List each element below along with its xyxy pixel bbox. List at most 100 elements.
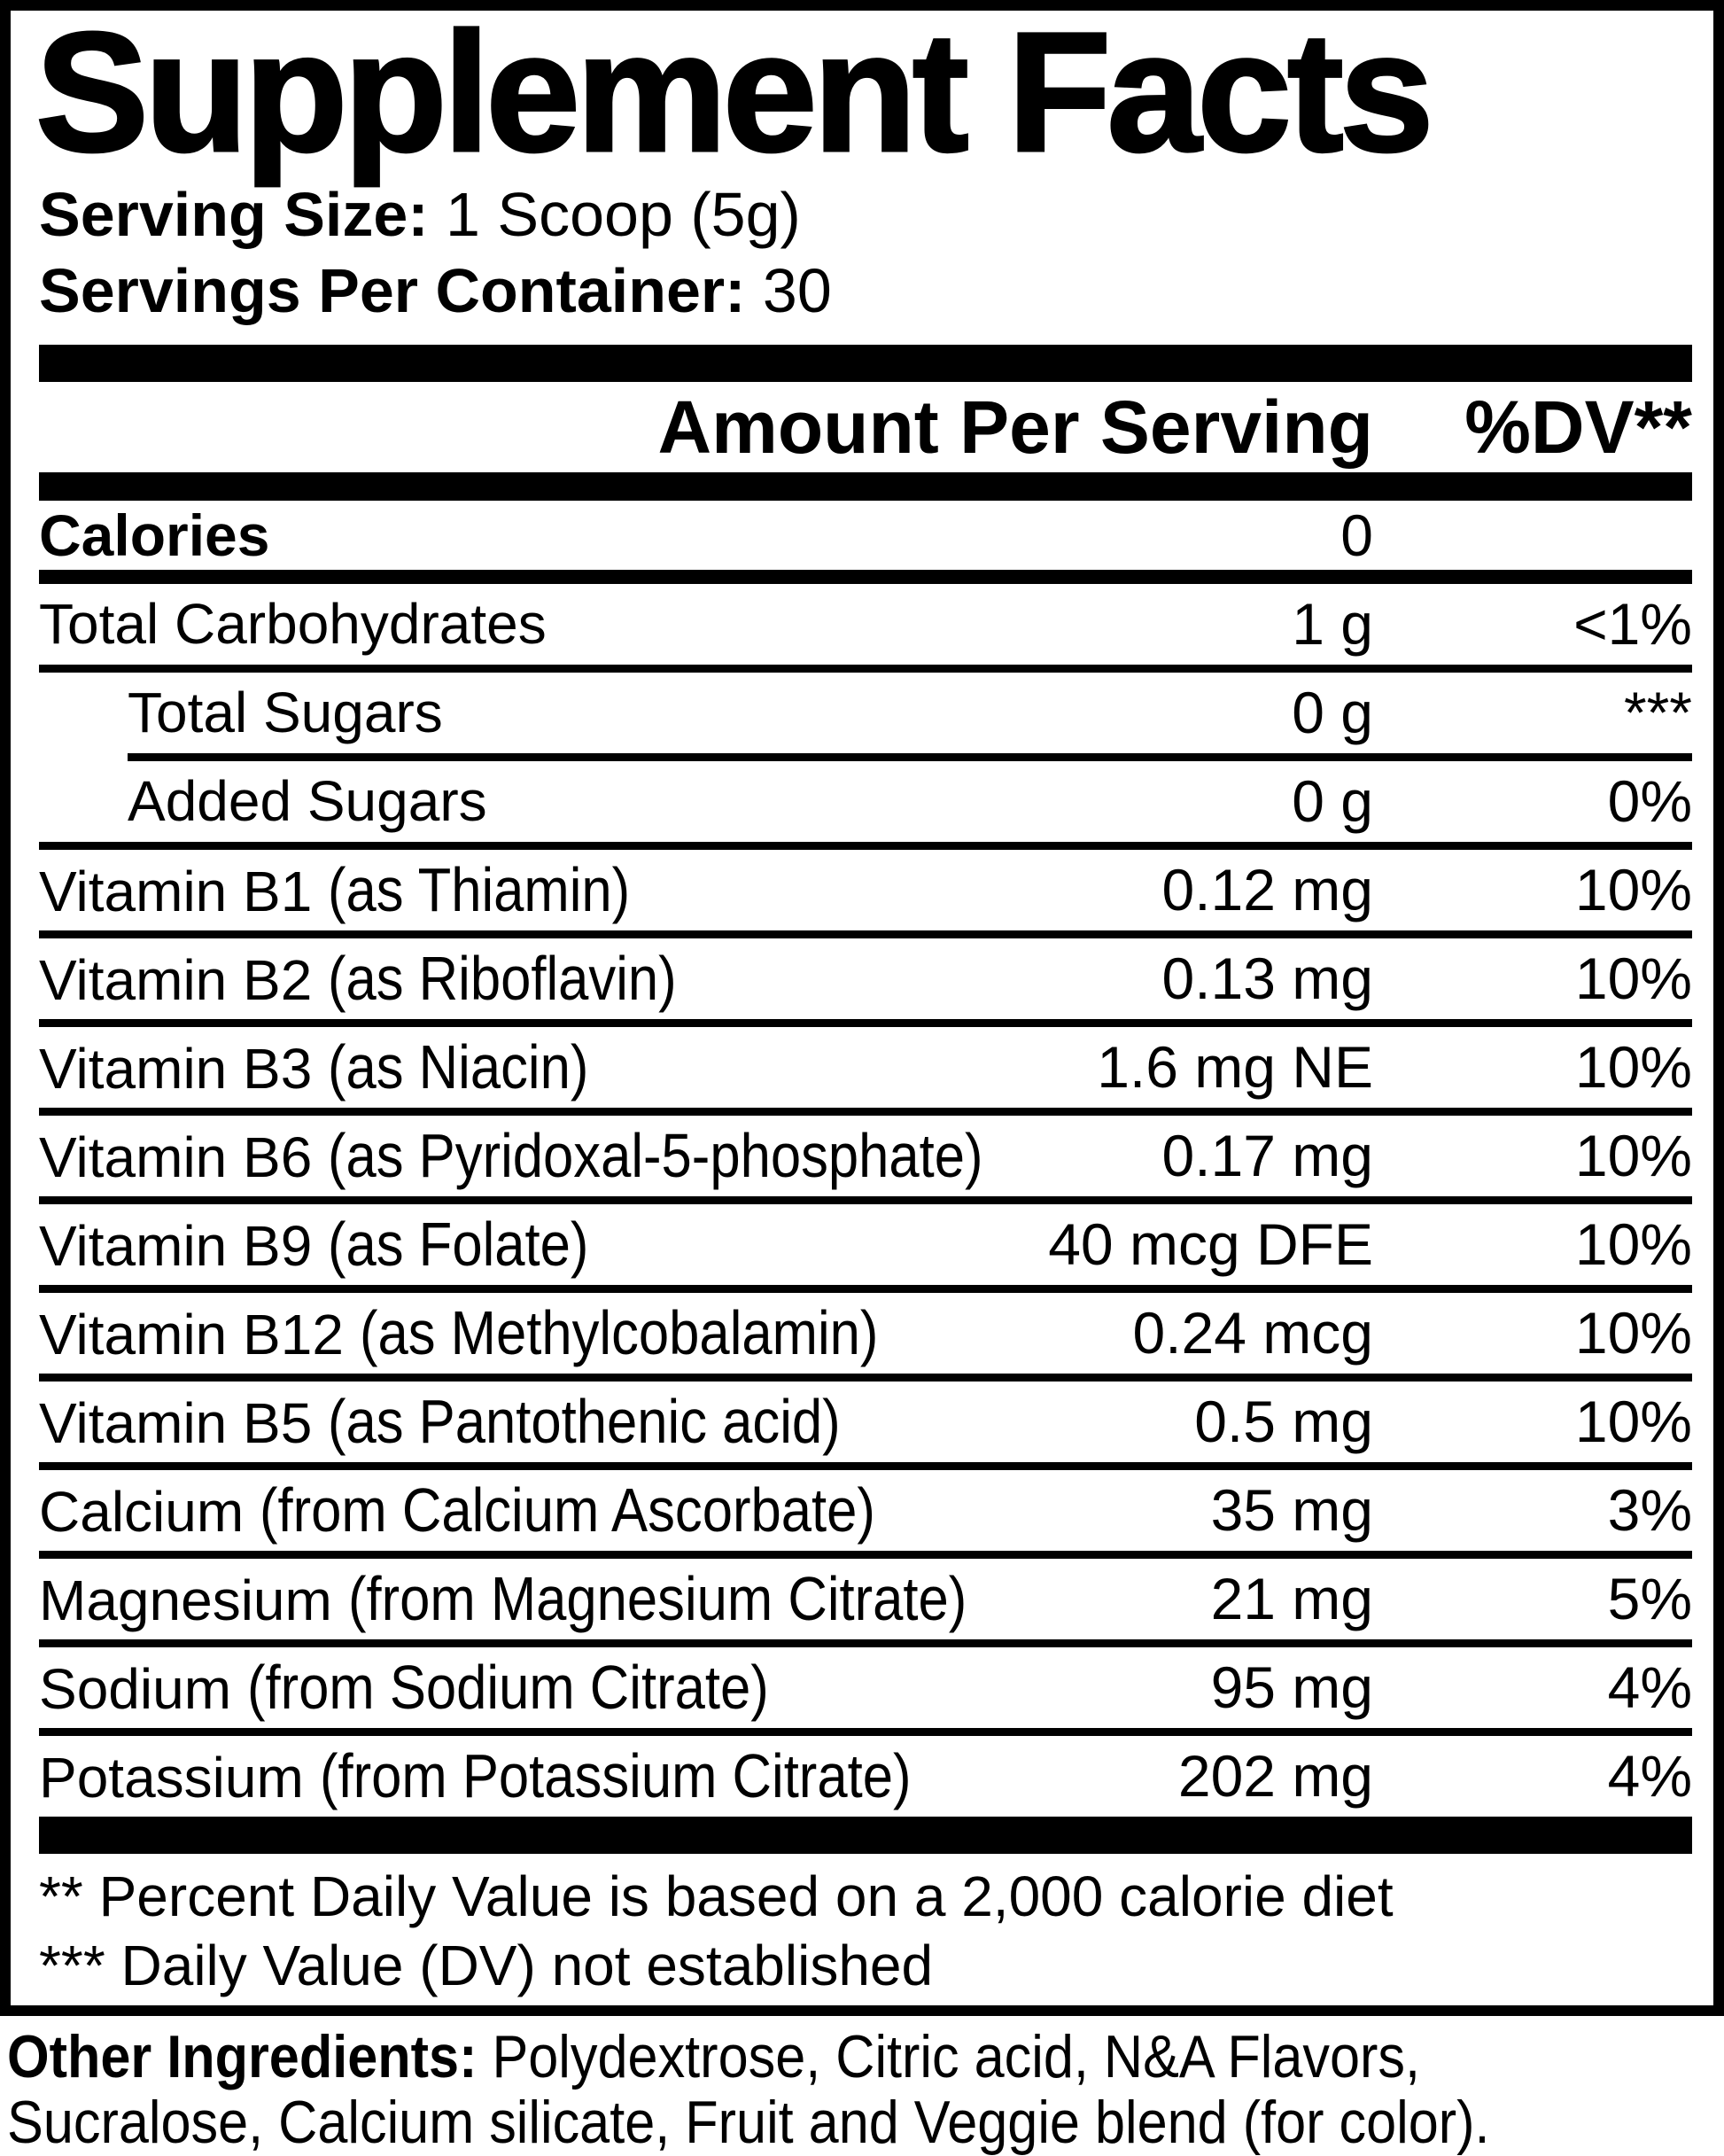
nutrient-name: Vitamin B1 bbox=[39, 860, 313, 924]
nutrient-name: Calories bbox=[39, 502, 270, 568]
nutrient-source-detail: (as Riboflavin) bbox=[328, 944, 678, 1014]
row-divider bbox=[39, 664, 1692, 673]
serving-size-line: Serving Size: 1 Scoop (5g) bbox=[39, 183, 1692, 245]
nutrient-percent-dv: 4% bbox=[1607, 1743, 1692, 1810]
nutrient-source-detail: (as Thiamin) bbox=[328, 855, 631, 925]
nutrient-name: Vitamin B9 bbox=[39, 1214, 313, 1279]
nutrient-row: Total Sugars 0 g *** bbox=[39, 673, 1692, 753]
nutrient-name: Vitamin B5 bbox=[39, 1391, 313, 1456]
nutrient-row: Total Carbohydrates 1 g <1% bbox=[39, 584, 1692, 665]
nutrient-percent-dv: <1% bbox=[1573, 591, 1692, 658]
nutrient-row: Calcium (from Calcium Ascorbate) 35 mg 3… bbox=[39, 1470, 1692, 1551]
row-divider bbox=[39, 1373, 1692, 1382]
nutrient-amount: 202 mg bbox=[1177, 1743, 1373, 1810]
facts-box: Supplement Facts Serving Size: 1 Scoop (… bbox=[0, 0, 1724, 2017]
nutrient-row: Vitamin B2 (as Riboflavin) 0.13 mg 10% bbox=[39, 938, 1692, 1019]
nutrient-amount: 0 bbox=[1340, 502, 1373, 568]
nutrient-name: Vitamin B2 bbox=[39, 948, 313, 1013]
nutrient-source-detail: (from Sodium Citrate) bbox=[247, 1653, 769, 1723]
row-divider bbox=[39, 1018, 1692, 1027]
nutrient-amount: 0.12 mg bbox=[1161, 857, 1373, 923]
nutrient-percent-dv: 4% bbox=[1607, 1654, 1692, 1721]
nutrient-amount: 21 mg bbox=[1210, 1566, 1373, 1632]
thick-rule-bottom bbox=[39, 1816, 1692, 1854]
nutrient-amount: 1 g bbox=[1292, 591, 1373, 658]
servings-per-container-value: 30 bbox=[762, 255, 832, 325]
serving-size-value: 1 Scoop (5g) bbox=[446, 179, 801, 249]
row-divider bbox=[39, 569, 1692, 584]
nutrient-source-detail: (from Calcium Ascorbate) bbox=[260, 1475, 876, 1545]
row-divider bbox=[39, 1550, 1692, 1559]
other-ingredients-text-1: Polydextrose, Citric acid, N&A Flavors, bbox=[477, 2023, 1420, 2091]
thick-rule-top bbox=[39, 344, 1692, 382]
nutrient-name: Total Carbohydrates bbox=[39, 592, 547, 657]
nutrient-amount: 95 mg bbox=[1210, 1654, 1373, 1721]
nutrient-rows: Calories 0 Total Carbohydrates 1 g <1% T… bbox=[39, 501, 1692, 1817]
nutrient-name: Vitamin B6 bbox=[39, 1125, 313, 1190]
nutrient-percent-dv: *** bbox=[1623, 680, 1692, 746]
nutrient-name: Sodium bbox=[39, 1657, 231, 1722]
thick-rule-under-header bbox=[39, 471, 1692, 501]
row-divider bbox=[39, 1638, 1692, 1647]
nutrient-percent-dv: 10% bbox=[1574, 857, 1692, 923]
nutrient-percent-dv: 10% bbox=[1574, 946, 1692, 1012]
servings-per-container-line: Servings Per Container: 30 bbox=[39, 260, 1692, 322]
nutrient-row: Magnesium (from Magnesium Citrate) 21 mg… bbox=[39, 1559, 1692, 1639]
nutrient-amount: 0.17 mg bbox=[1161, 1123, 1373, 1189]
row-divider bbox=[39, 1107, 1692, 1116]
row-divider bbox=[39, 1284, 1692, 1293]
nutrient-percent-dv: 5% bbox=[1607, 1566, 1692, 1632]
nutrient-row: Vitamin B6 (as Pyridoxal-5-phosphate) 0.… bbox=[39, 1116, 1692, 1196]
other-ingredients-line1: Other Ingredients: Polydextrose, Citric … bbox=[7, 2023, 1717, 2091]
nutrient-source-detail: (as Folate) bbox=[328, 1210, 589, 1280]
nutrient-amount: 40 mcg DFE bbox=[1048, 1211, 1373, 1278]
nutrient-source-detail: (as Methylcobalamin) bbox=[359, 1298, 879, 1368]
nutrient-name: Added Sugars bbox=[128, 769, 487, 834]
row-divider bbox=[128, 752, 1692, 761]
row-divider bbox=[39, 1195, 1692, 1204]
other-ingredients: Other Ingredients: Polydextrose, Citric … bbox=[7, 2023, 1717, 2155]
percent-dv-header: %DV** bbox=[1464, 385, 1692, 469]
nutrient-amount: 0 g bbox=[1292, 768, 1373, 835]
nutrient-row: Added Sugars 0 g 0% bbox=[39, 761, 1692, 842]
other-ingredients-line2: Sucralose, Calcium silicate, Fruit and V… bbox=[7, 2090, 1717, 2155]
nutrient-name: Calcium bbox=[39, 1480, 245, 1545]
nutrient-amount: 0.13 mg bbox=[1161, 946, 1373, 1012]
nutrient-name: Potassium bbox=[39, 1746, 304, 1810]
row-divider bbox=[39, 930, 1692, 938]
row-divider bbox=[39, 841, 1692, 850]
nutrient-source-detail: (as Pantothenic acid) bbox=[328, 1387, 841, 1457]
nutrient-row: Vitamin B12 (as Methylcobalamin) 0.24 mc… bbox=[39, 1293, 1692, 1374]
nutrient-source-detail: (as Niacin) bbox=[328, 1032, 589, 1102]
nutrient-row: Vitamin B5 (as Pantothenic acid) 0.5 mg … bbox=[39, 1382, 1692, 1462]
nutrient-percent-dv: 10% bbox=[1574, 1211, 1692, 1278]
other-ingredients-text-2: Sucralose, Calcium silicate, Fruit and V… bbox=[7, 2088, 1490, 2156]
nutrient-row: Potassium (from Potassium Citrate) 202 m… bbox=[39, 1736, 1692, 1817]
row-divider bbox=[39, 1461, 1692, 1470]
column-header-row: Amount Per Serving %DV** bbox=[39, 382, 1692, 472]
nutrient-percent-dv: 10% bbox=[1574, 1123, 1692, 1189]
nutrient-source-detail: (from Potassium Citrate) bbox=[319, 1741, 912, 1811]
nutrient-row: Vitamin B3 (as Niacin) 1.6 mg NE 10% bbox=[39, 1027, 1692, 1108]
nutrient-row: Sodium (from Sodium Citrate) 95 mg 4% bbox=[39, 1647, 1692, 1728]
nutrient-source-detail: (from Magnesium Citrate) bbox=[347, 1564, 967, 1634]
nutrient-amount: 0.5 mg bbox=[1194, 1389, 1373, 1455]
footnote-percent-dv: ** Percent Daily Value is based on a 2,0… bbox=[39, 1864, 1394, 1928]
page-title: Supplement Facts bbox=[35, 0, 1436, 187]
nutrient-percent-dv: 0% bbox=[1607, 768, 1692, 835]
nutrient-name: Total Sugars bbox=[128, 681, 443, 745]
nutrient-source-detail: (as Pyridoxal-5-phosphate) bbox=[328, 1121, 983, 1191]
other-ingredients-label: Other Ingredients: bbox=[7, 2023, 478, 2091]
serving-size-label: Serving Size: bbox=[39, 179, 429, 249]
footnote-dv-not-established: *** Daily Value (DV) not established bbox=[39, 1934, 934, 1998]
nutrient-name: Magnesium bbox=[39, 1568, 332, 1633]
servings-per-container-label: Servings Per Container: bbox=[39, 255, 746, 325]
nutrient-amount: 1.6 mg NE bbox=[1097, 1034, 1373, 1101]
nutrient-row: Calories 0 bbox=[39, 501, 1692, 570]
nutrient-percent-dv: 10% bbox=[1574, 1300, 1692, 1366]
nutrient-amount: 0 g bbox=[1292, 680, 1373, 746]
amount-per-serving-header: Amount Per Serving bbox=[657, 385, 1373, 469]
nutrient-percent-dv: 3% bbox=[1607, 1477, 1692, 1544]
nutrient-percent-dv: 10% bbox=[1574, 1034, 1692, 1101]
